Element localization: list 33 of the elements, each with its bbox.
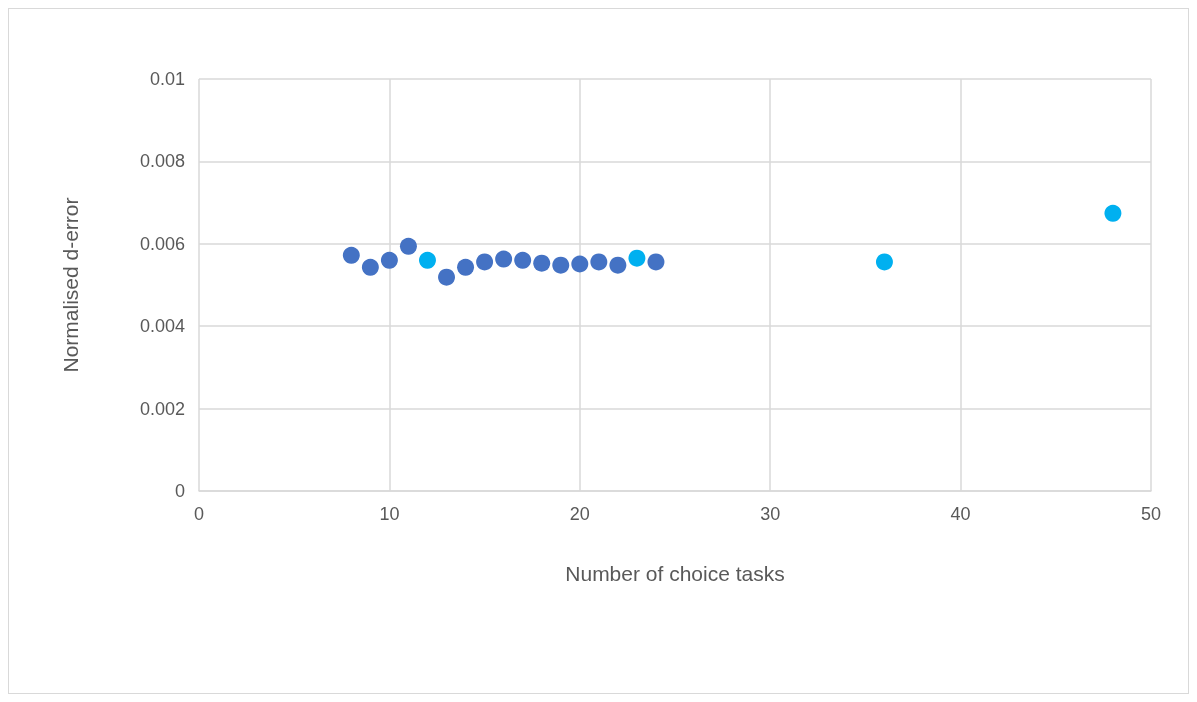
y-tick-label: 0.008: [139, 151, 185, 172]
point: [495, 250, 513, 268]
point: [438, 268, 456, 286]
point: [1104, 204, 1122, 222]
y-tick-label: 0.002: [139, 398, 185, 419]
point: [533, 254, 551, 272]
point: [514, 251, 532, 269]
point: [609, 256, 627, 274]
x-tick-label: 0: [193, 504, 205, 524]
point: [457, 258, 475, 276]
point: [590, 253, 608, 271]
x-axis-title: Number of choice tasks: [565, 562, 785, 585]
y-tick-label: 0: [174, 481, 185, 501]
point: [875, 253, 893, 271]
point: [476, 253, 494, 271]
x-tick-label: 50: [1140, 504, 1162, 524]
point: [399, 237, 417, 255]
y-tick-label: 0.01: [149, 69, 185, 89]
point: [571, 255, 589, 273]
point: [552, 256, 570, 274]
x-tick-label: 20: [569, 504, 590, 524]
x-tick-label: 30: [760, 504, 781, 524]
x-tick-label: 40: [950, 504, 971, 524]
y-tick-label: 0.004: [139, 316, 185, 337]
point: [342, 246, 360, 264]
point: [628, 249, 646, 267]
point: [380, 251, 398, 269]
y-tick-label: 0.006: [139, 233, 185, 254]
y-axis-title: Normalised d-error: [59, 197, 82, 373]
point: [361, 258, 379, 276]
point: [647, 253, 665, 271]
x-tick-label: 10: [379, 504, 400, 524]
point: [419, 251, 436, 269]
